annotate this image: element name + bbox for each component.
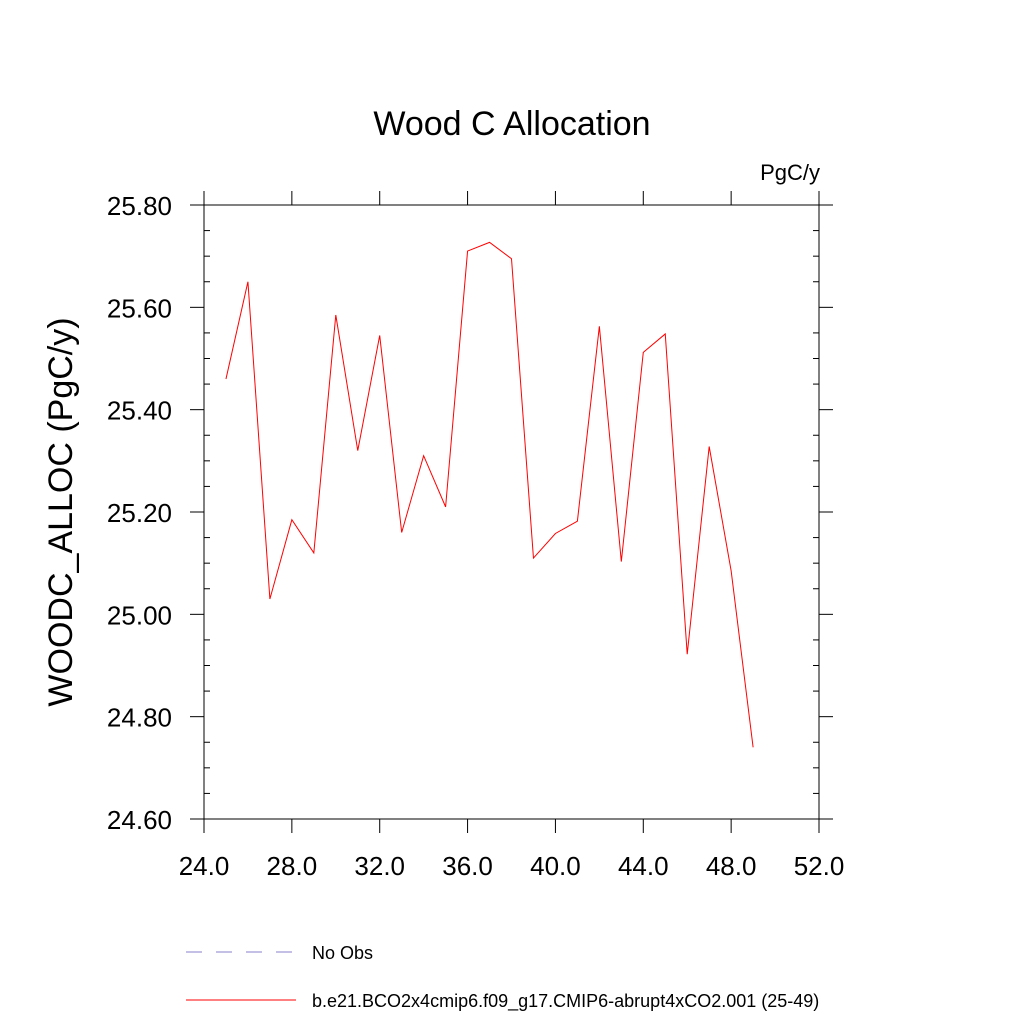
series-lines: [225, 241, 754, 748]
x-tick-label: 24.0: [179, 851, 230, 881]
legend-no-obs-label: No Obs: [312, 943, 373, 963]
x-tick-label: 28.0: [267, 851, 318, 881]
legend-model-label: b.e21.BCO2x4cmip6.f09_g17.CMIP6-abrupt4x…: [312, 991, 819, 1012]
y-tick-label: 25.00: [107, 600, 172, 630]
y-tick-label: 25.40: [107, 396, 172, 426]
y-tick-label: 25.60: [107, 293, 172, 323]
y-tick-label: 25.80: [107, 191, 172, 221]
y-axis-label: WOODC_ALLOC (PgC/y): [42, 317, 80, 706]
x-tick-label: 36.0: [442, 851, 493, 881]
units-label: PgC/y: [760, 160, 820, 185]
chart-title: Wood C Allocation: [373, 105, 650, 143]
series-line-0: [225, 241, 754, 748]
x-tick-label: 44.0: [618, 851, 669, 881]
x-tick-label: 52.0: [794, 851, 845, 881]
x-tick-label: 32.0: [354, 851, 405, 881]
legend: No Obs b.e21.BCO2x4cmip6.f09_g17.CMIP6-a…: [186, 943, 819, 1012]
x-tick-label: 40.0: [530, 851, 581, 881]
plot-frame: [203, 204, 820, 820]
axis-ticks: 24.0 28.0 32.0 36.0 40.0 44.0 48.0 52.0 24.60 24.…: [107, 191, 844, 881]
y-tick-label: 24.80: [107, 703, 172, 733]
y-tick-label: 25.20: [107, 498, 172, 528]
y-tick-label: 24.60: [107, 805, 172, 835]
x-tick-label: 48.0: [706, 851, 757, 881]
